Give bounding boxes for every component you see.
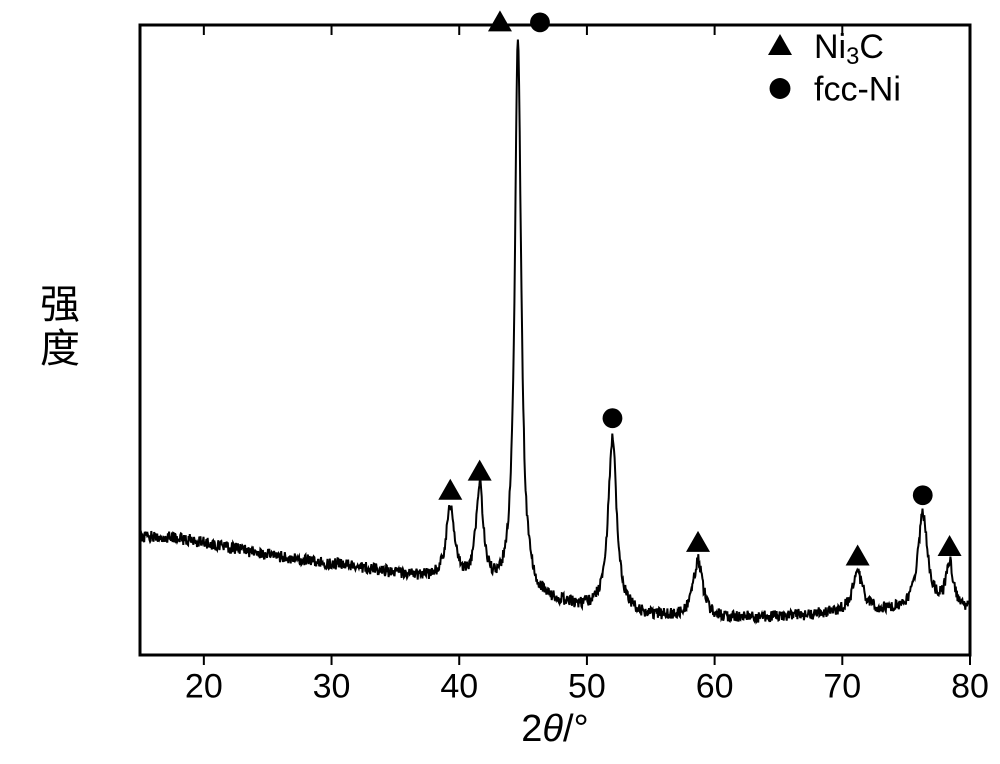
circle-marker bbox=[603, 408, 623, 428]
x-tick-label: 80 bbox=[951, 667, 989, 705]
x-tick-label: 20 bbox=[185, 667, 223, 705]
legend-label: fcc-Ni bbox=[814, 70, 901, 108]
y-axis-label: 强度 bbox=[40, 283, 80, 371]
circle-marker bbox=[770, 78, 791, 99]
circle-marker bbox=[913, 485, 933, 505]
circle-marker bbox=[530, 12, 550, 32]
chart-container: 203040506070802θ/°强度Ni3Cfcc-Ni bbox=[0, 0, 1000, 764]
x-tick-label: 30 bbox=[313, 667, 351, 705]
x-tick-label: 60 bbox=[696, 667, 734, 705]
x-tick-label: 70 bbox=[823, 667, 861, 705]
x-tick-label: 50 bbox=[568, 667, 606, 705]
x-axis-label: 2θ/° bbox=[521, 708, 589, 750]
xrd-chart: 203040506070802θ/°强度Ni3Cfcc-Ni bbox=[0, 0, 1000, 764]
x-tick-label: 40 bbox=[440, 667, 478, 705]
